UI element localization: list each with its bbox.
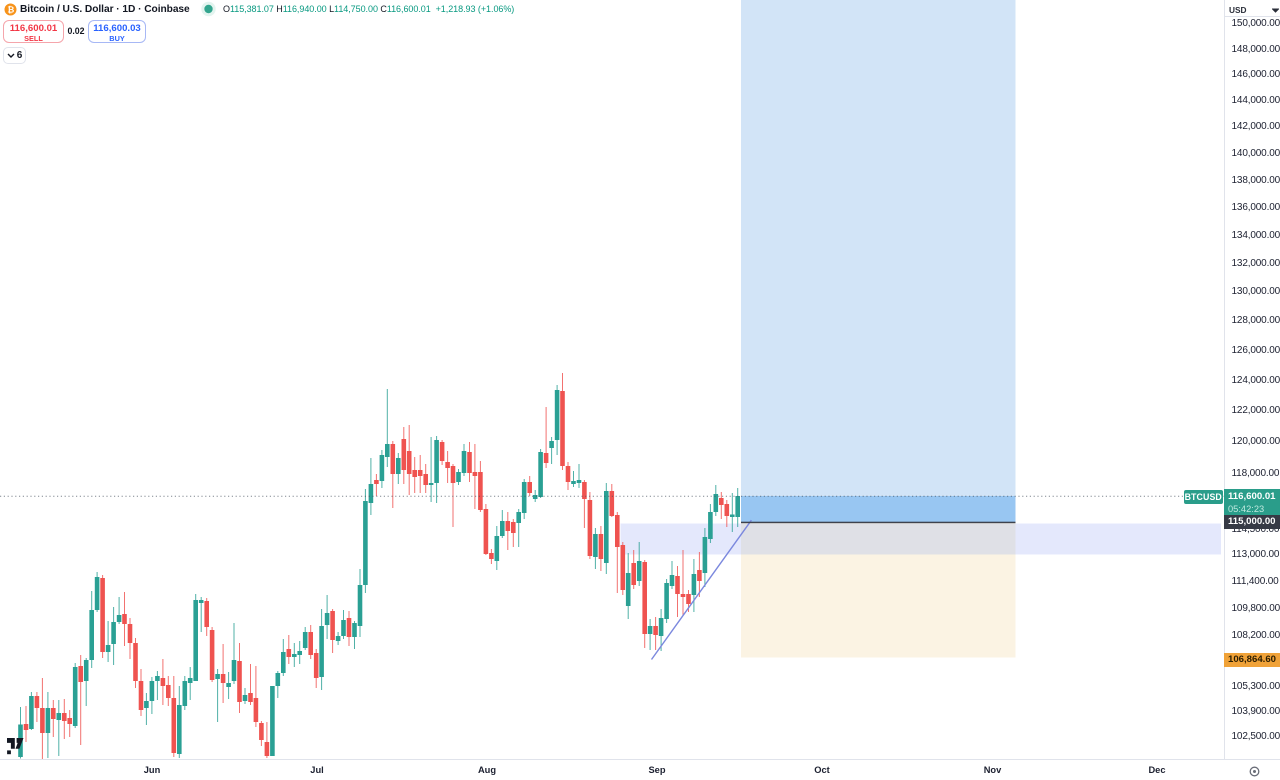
svg-text:₿: ₿ [7,4,14,14]
